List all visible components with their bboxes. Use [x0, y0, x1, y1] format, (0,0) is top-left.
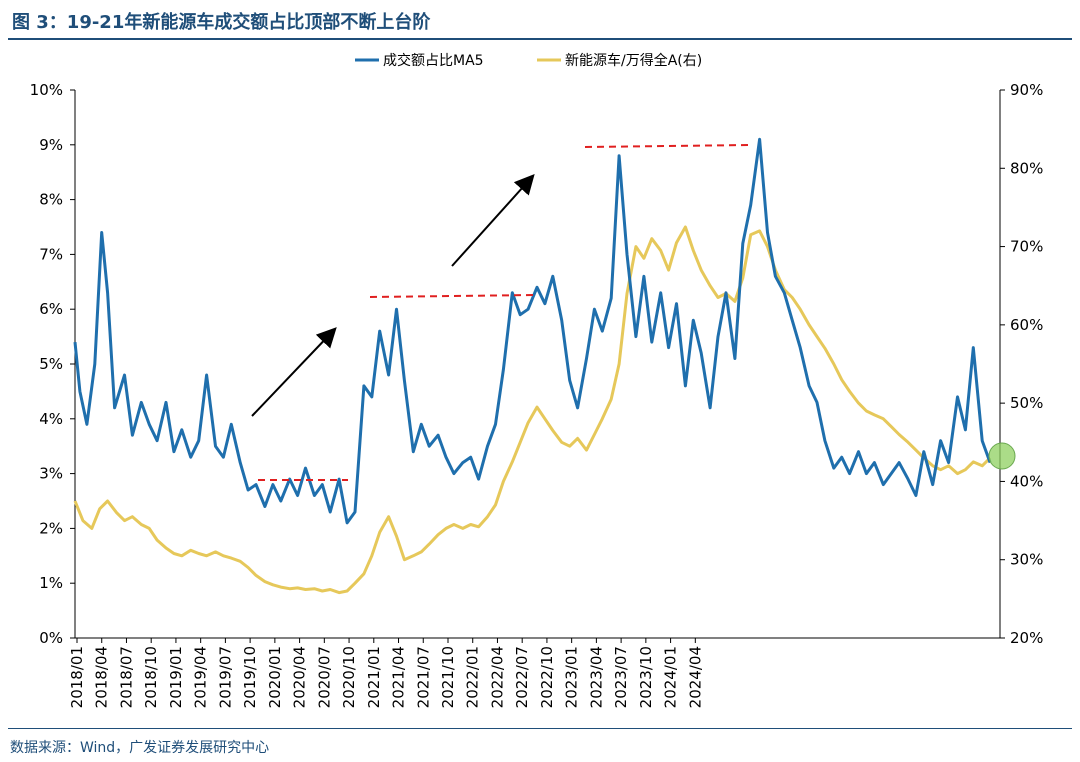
x-tick-label: 2019/01	[167, 646, 185, 708]
x-tick-label: 2020/01	[266, 646, 284, 708]
right-tick-label: 30%	[1010, 551, 1043, 569]
line-chart: 成交额占比MA5 新能源车/万得全A(右) 0% 1% 2% 3% 4% 5% 6% 7% 8% 9…	[30, 52, 1044, 708]
legend-label: 新能源车/万得全A(右)	[565, 52, 702, 69]
left-tick-label: 0%	[39, 629, 63, 647]
right-tick-label: 50%	[1010, 394, 1043, 412]
legend: 成交额占比MA5 新能源车/万得全A(右)	[355, 52, 702, 69]
right-axis: 20% 30% 40% 50% 60% 70% 80% 90%	[999, 81, 1043, 647]
left-tick-label: 7%	[39, 245, 63, 263]
x-axis: 2018/01 2018/04 2018/07 2018/10 2019/01 2019/…	[68, 637, 1000, 708]
series-line-nev-relative	[73, 225, 992, 595]
left-tick-label: 9%	[39, 136, 63, 154]
x-tick-label: 2023/07	[612, 646, 630, 708]
left-tick-label: 1%	[39, 574, 63, 592]
right-tick-label: 60%	[1010, 316, 1043, 334]
x-tick-label: 2021/07	[414, 646, 432, 708]
x-tick-label: 2022/10	[538, 646, 556, 708]
x-tick-label: 2022/04	[488, 646, 506, 708]
left-tick-label: 2%	[39, 519, 63, 537]
right-tick-label: 70%	[1010, 238, 1043, 256]
x-tick-label: 2018/04	[93, 646, 111, 708]
trend-arrow	[251, 327, 337, 417]
right-tick-label: 80%	[1010, 159, 1043, 177]
latest-value-marker	[988, 442, 1016, 470]
x-tick-label: 2018/01	[68, 646, 86, 708]
annotations	[251, 144, 1016, 481]
x-tick-label: 2021/04	[390, 646, 408, 708]
x-tick-label: 2022/07	[513, 646, 531, 708]
left-tick-label: 5%	[39, 355, 63, 373]
x-tick-label: 2021/01	[365, 646, 383, 708]
x-tick-label: 2020/10	[340, 646, 358, 708]
x-tick-label: 2020/07	[315, 646, 333, 708]
series-line-turnover-share	[73, 137, 992, 525]
x-tick-label: 2019/07	[216, 646, 234, 708]
x-tick-label: 2021/10	[439, 646, 457, 708]
x-tick-label: 2023/04	[587, 646, 605, 708]
figure-title: 图 3：19-21年新能源车成交额占比顶部不断上台阶	[12, 12, 431, 33]
x-tick-label: 2022/01	[464, 646, 482, 708]
legend-label: 成交额占比MA5	[383, 52, 484, 69]
footer-divider	[8, 728, 1072, 729]
plateau-guide-line	[584, 144, 751, 148]
x-tick-label: 2020/04	[291, 646, 309, 708]
right-tick-label: 90%	[1010, 81, 1043, 99]
x-tick-label: 2018/10	[142, 646, 160, 708]
left-tick-label: 3%	[39, 465, 63, 483]
left-tick-label: 8%	[39, 191, 63, 209]
series-layer	[73, 137, 992, 595]
plateau-guide-line	[369, 294, 536, 298]
right-tick-label: 20%	[1010, 629, 1043, 647]
x-tick-label: 2024/01	[662, 646, 680, 708]
title-bar: 图 3：19-21年新能源车成交额占比顶部不断上台阶	[8, 2, 1072, 40]
right-tick-label: 40%	[1010, 472, 1043, 490]
x-tick-label: 2019/10	[241, 646, 259, 708]
left-tick-label: 6%	[39, 300, 63, 318]
left-tick-label: 4%	[39, 410, 63, 428]
x-tick-label: 2024/04	[686, 646, 704, 708]
x-tick-label: 2019/04	[192, 646, 210, 708]
x-tick-label: 2018/07	[117, 646, 135, 708]
trend-arrow	[451, 174, 535, 267]
left-axis: 0% 1% 2% 3% 4% 5% 6% 7% 8% 9% 10%	[30, 81, 76, 647]
x-tick-label: 2023/01	[563, 646, 581, 708]
x-tick-label: 2023/10	[637, 646, 655, 708]
source-note: 数据来源：Wind，广发证券发展研究中心	[10, 740, 270, 756]
left-tick-label: 10%	[30, 81, 63, 99]
